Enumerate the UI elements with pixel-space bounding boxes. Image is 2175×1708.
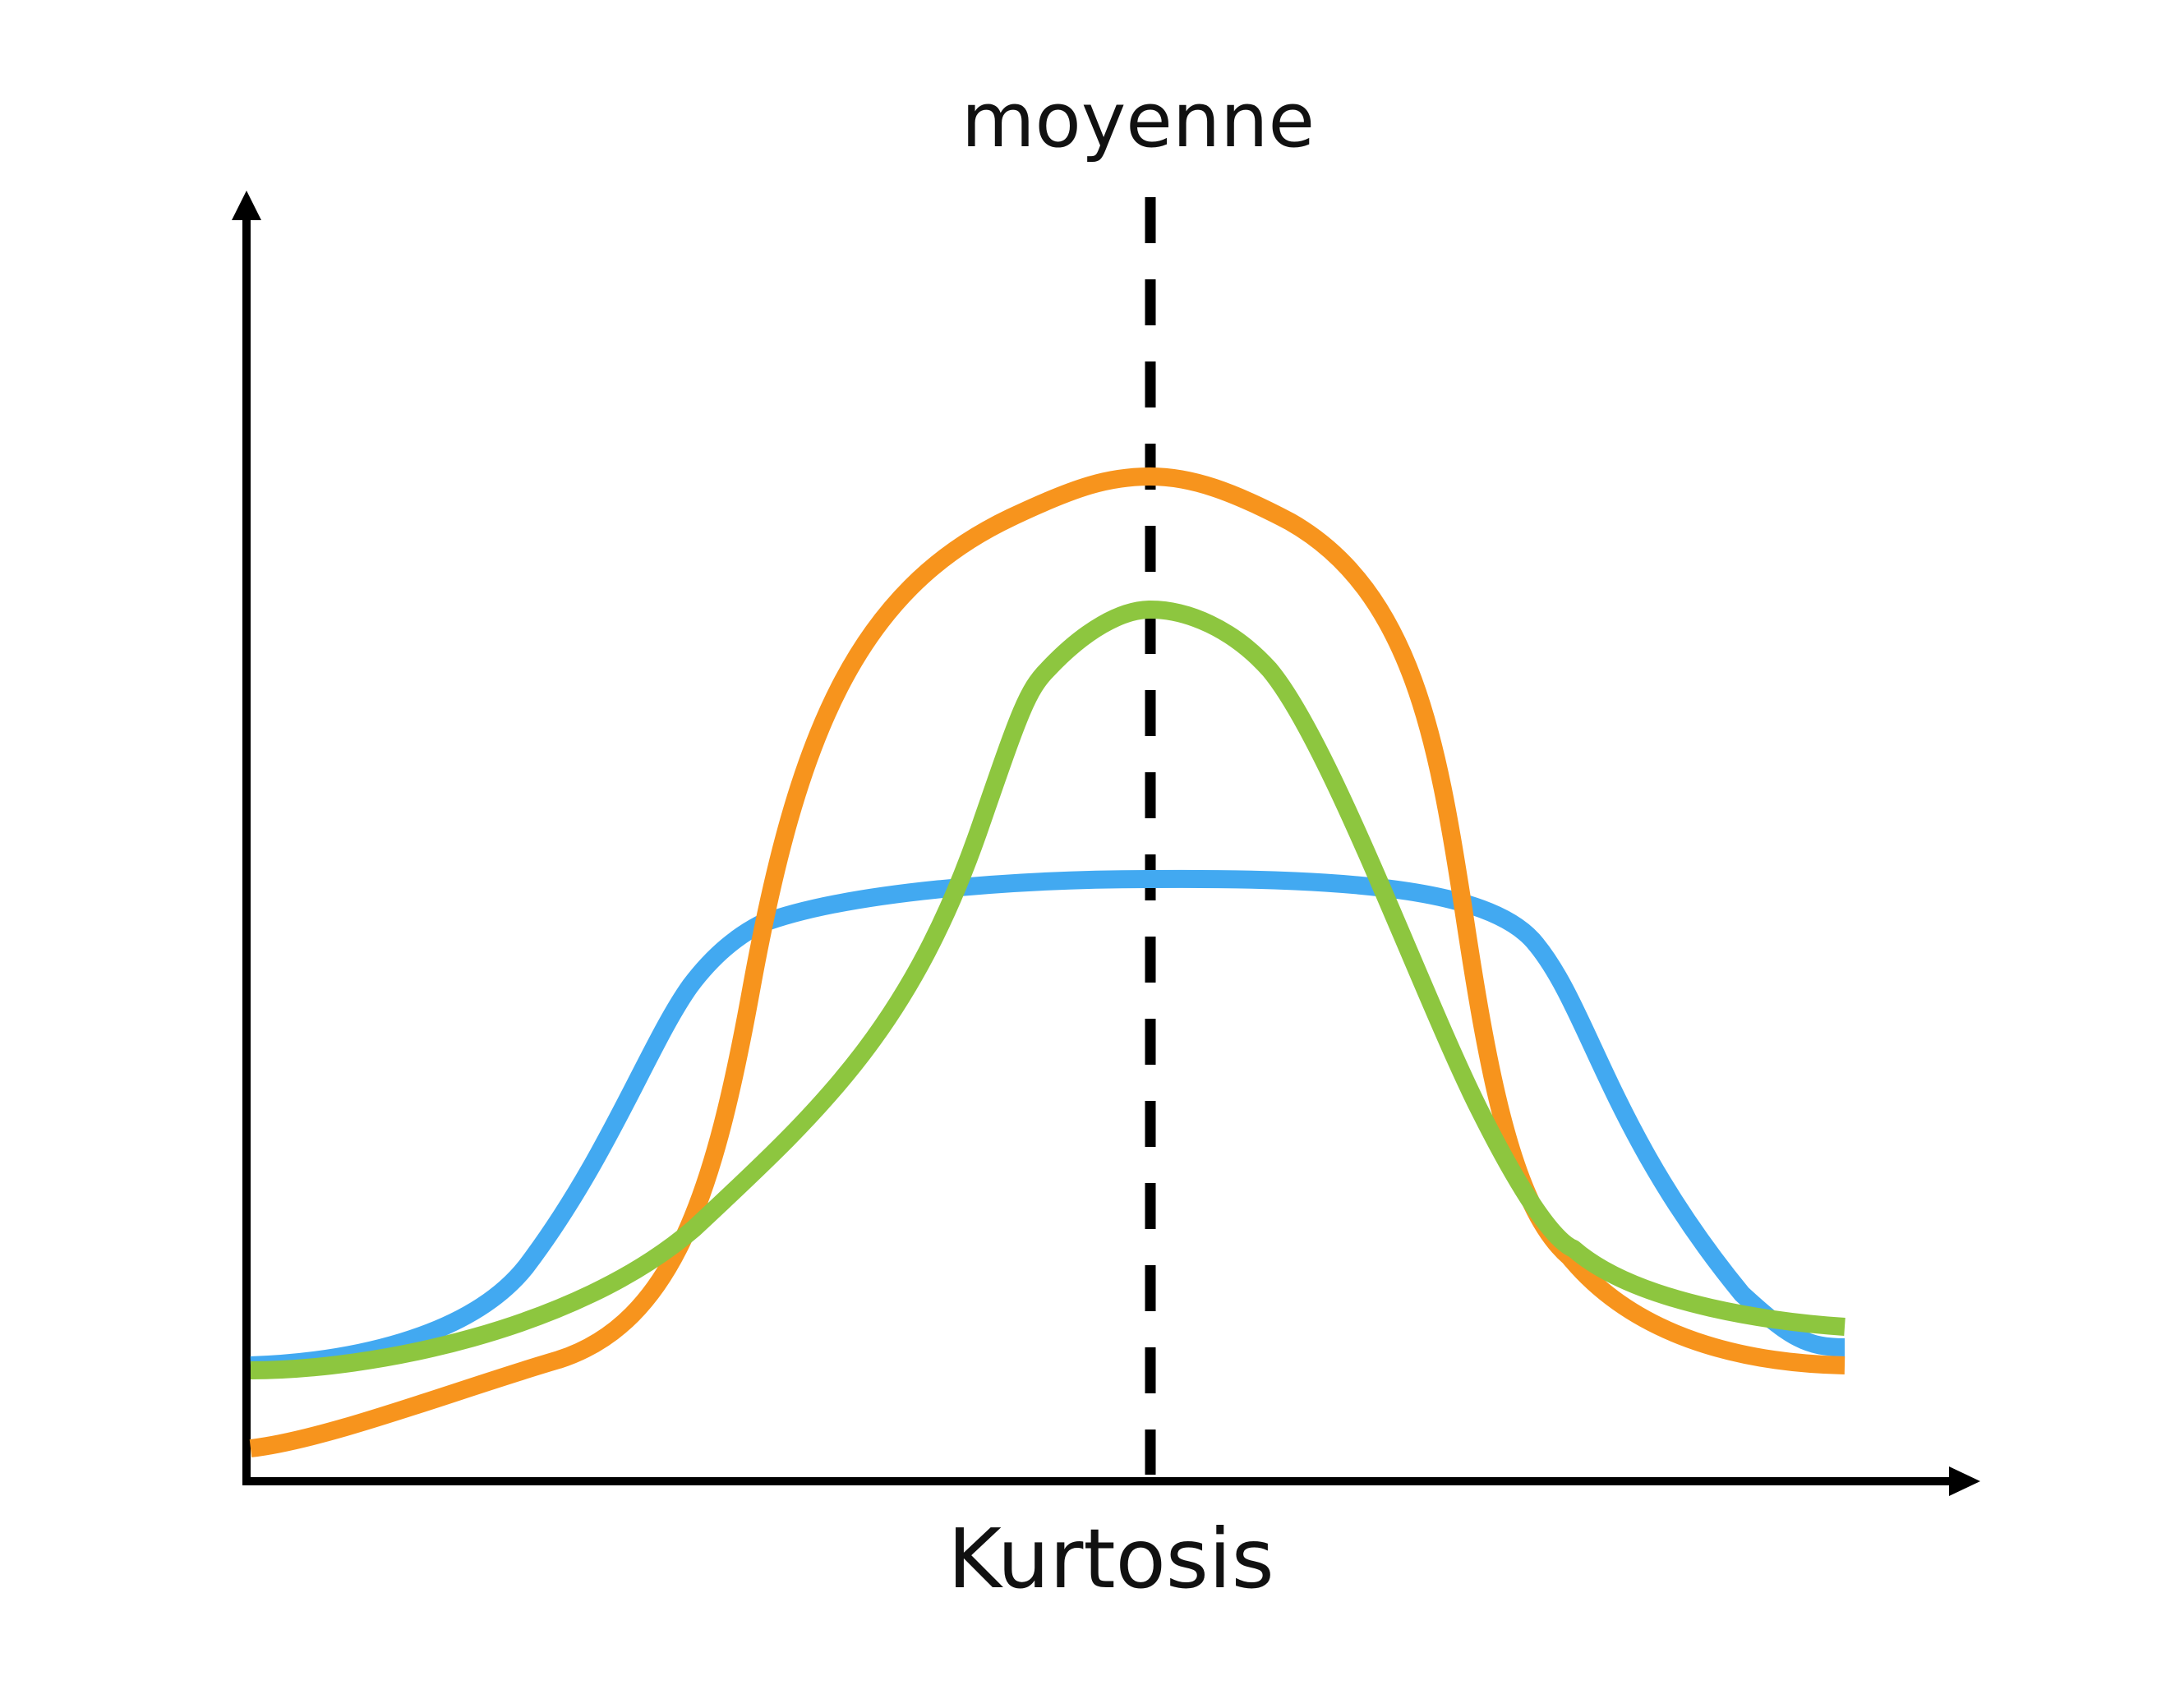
mesokurtic-curve (250, 601, 1846, 1379)
y-axis-arrow-icon (232, 191, 261, 220)
x-axis-label: Kurtosis (947, 1511, 1274, 1607)
platykurtic-curve (250, 869, 1846, 1374)
mean-label: moyenne (961, 76, 1315, 164)
x-axis-arrow-icon (1949, 1466, 1980, 1496)
